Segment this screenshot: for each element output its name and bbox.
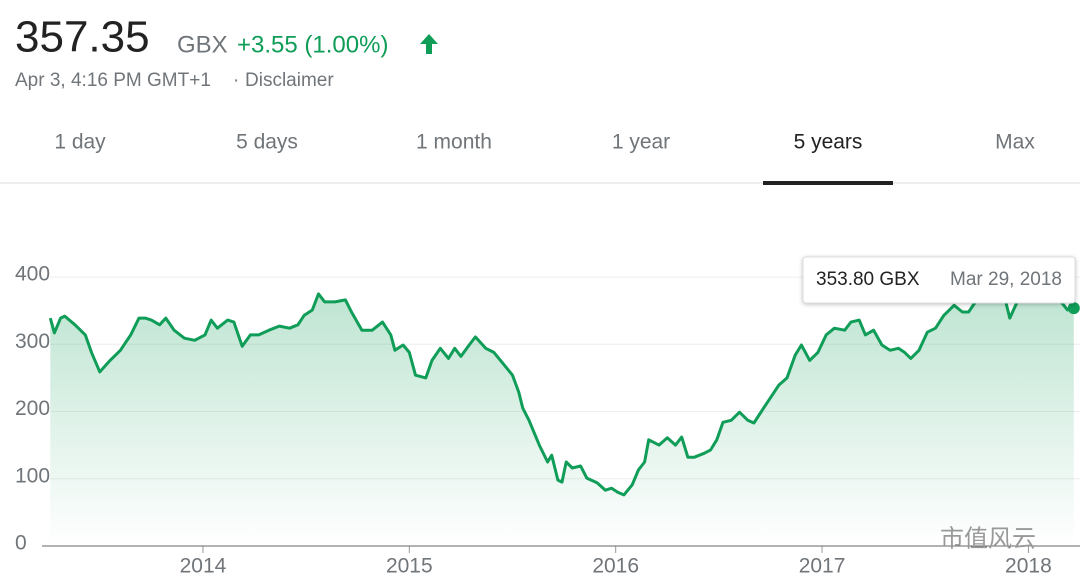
y-tick-label: 300	[15, 330, 50, 353]
y-tick-label: 400	[15, 263, 50, 286]
change: +3.55 (1.00%)	[237, 31, 388, 58]
tab[interactable]: 5 years	[794, 131, 863, 154]
watermark: 市值风云	[940, 525, 1036, 552]
x-tick-label: 2016	[592, 555, 639, 578]
hover-dot	[1067, 302, 1080, 315]
y-tick-label: 100	[15, 464, 50, 487]
x-tick-label: 2015	[386, 555, 433, 578]
area	[50, 285, 1074, 546]
timestamp: Apr 3, 4:16 PM GMT+1	[15, 70, 211, 91]
tooltip-value: 353.80 GBX	[816, 269, 920, 290]
tooltip-box	[802, 256, 1076, 304]
price: 357.35	[15, 13, 150, 62]
tab[interactable]: 5 days	[236, 131, 298, 154]
up-arrow	[420, 34, 438, 54]
y-tick-label: 0	[15, 532, 27, 555]
y-tick-label: 200	[15, 397, 50, 420]
tab-underline	[763, 181, 893, 185]
plot: 0 100 200 300 400 2014 2015 2016 2017 2018 353.80 …	[15, 256, 1080, 578]
tab[interactable]: 1 day	[54, 131, 106, 154]
x-tick-label: 2018	[1005, 555, 1052, 578]
separator: ·	[233, 70, 239, 91]
tab[interactable]: Max	[995, 131, 1035, 154]
currency: GBX	[177, 31, 228, 58]
tab[interactable]: 1 month	[416, 131, 492, 154]
tabs: 1 day 5 days 1 month 1 year 5 years Max	[54, 131, 1035, 185]
x-tick-label: 2017	[799, 555, 846, 578]
x-tick-label: 2014	[180, 555, 227, 578]
disclaimer[interactable]: Disclaimer	[245, 70, 334, 91]
tab[interactable]: 1 year	[612, 131, 670, 154]
tooltip-date: Mar 29, 2018	[950, 269, 1062, 290]
price-line	[48, 283, 1075, 497]
